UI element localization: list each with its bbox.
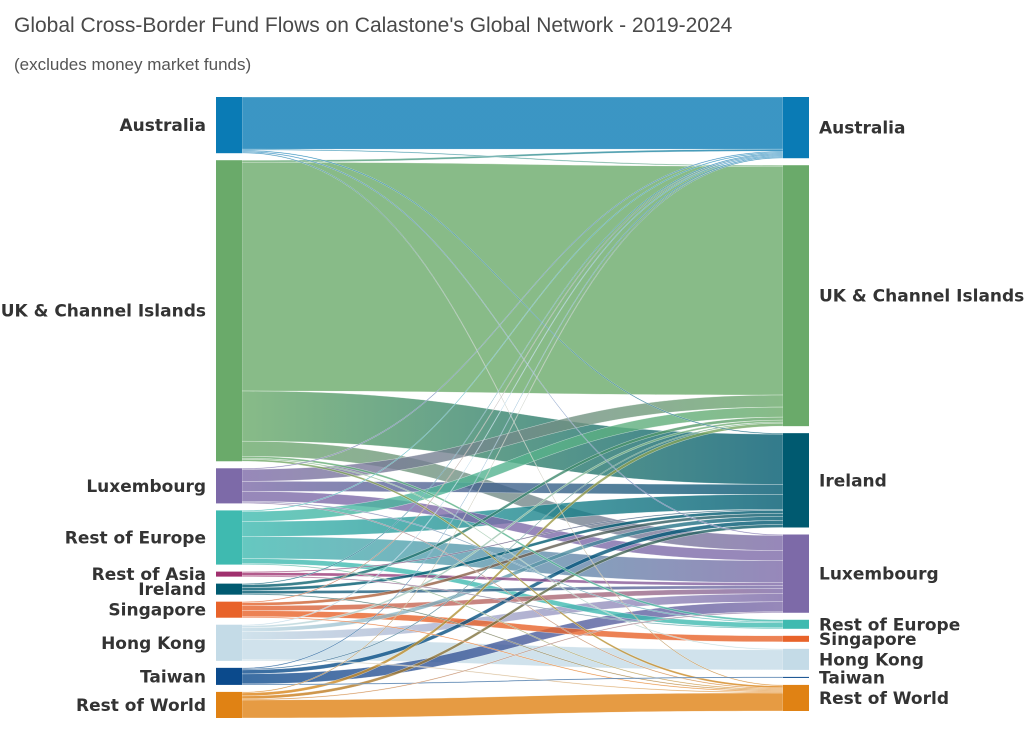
target-node-Australia bbox=[783, 97, 809, 159]
source-label-RestEurope: Rest of Europe bbox=[65, 529, 206, 549]
target-node-RestEurope bbox=[783, 619, 809, 629]
target-label-RestEurope: Rest of Europe bbox=[819, 615, 960, 635]
target-label-Luxembourg: Luxembourg bbox=[819, 565, 939, 585]
source-node-Australia bbox=[216, 97, 242, 154]
chart-title: Global Cross-Border Fund Flows on Calast… bbox=[14, 14, 733, 37]
source-node-HongKong bbox=[216, 624, 242, 661]
target-node-Luxembourg bbox=[783, 534, 809, 613]
source-node-RestEurope bbox=[216, 510, 242, 565]
target-node-RestWorld bbox=[783, 684, 809, 711]
target-label-Australia: Australia bbox=[819, 119, 906, 139]
source-label-Taiwan: Taiwan bbox=[140, 667, 206, 687]
target-label-Ireland: Ireland bbox=[819, 471, 887, 491]
source-label-RestAsia: Rest of Asia bbox=[92, 565, 206, 585]
target-node-HongKong bbox=[783, 648, 809, 670]
link-UK-to-UK bbox=[241, 162, 784, 396]
source-node-Taiwan bbox=[216, 667, 242, 685]
source-label-Ireland: Ireland bbox=[138, 580, 206, 600]
target-label-RestWorld: Rest of World bbox=[819, 689, 949, 709]
target-node-Ireland bbox=[783, 433, 809, 528]
link-RestWorld-to-UK bbox=[241, 422, 784, 697]
source-label-UK: UK & Channel Islands bbox=[1, 302, 206, 322]
source-label-HongKong: Hong Kong bbox=[101, 634, 206, 654]
target-node-Taiwan bbox=[783, 676, 809, 678]
source-label-Luxembourg: Luxembourg bbox=[86, 477, 206, 497]
source-label-RestWorld: Rest of World bbox=[76, 696, 206, 716]
target-label-UK: UK & Channel Islands bbox=[819, 287, 1024, 307]
target-node-Singapore bbox=[783, 635, 809, 642]
link-RestWorld-to-Ireland bbox=[241, 524, 784, 700]
source-node-Luxembourg bbox=[216, 468, 242, 504]
source-label-Australia: Australia bbox=[120, 116, 207, 136]
target-label-Singapore: Singapore bbox=[819, 630, 917, 650]
link-Australia-to-Australia bbox=[241, 96, 784, 150]
source-node-RestWorld bbox=[216, 691, 242, 718]
chart-subtitle: (excludes money market funds) bbox=[14, 55, 252, 74]
target-label-HongKong: Hong Kong bbox=[819, 650, 924, 670]
link-Luxembourg-to-Ireland bbox=[241, 481, 784, 495]
source-node-RestAsia bbox=[216, 571, 242, 577]
source-label-Singapore: Singapore bbox=[108, 601, 206, 621]
source-node-Singapore bbox=[216, 601, 242, 618]
link-RestAsia-to-RestEurope bbox=[241, 575, 784, 629]
links bbox=[241, 96, 784, 719]
source-node-Ireland bbox=[216, 583, 242, 595]
source-node-UK bbox=[216, 160, 242, 462]
target-node-UK bbox=[783, 165, 809, 427]
target-label-Taiwan: Taiwan bbox=[819, 668, 885, 688]
